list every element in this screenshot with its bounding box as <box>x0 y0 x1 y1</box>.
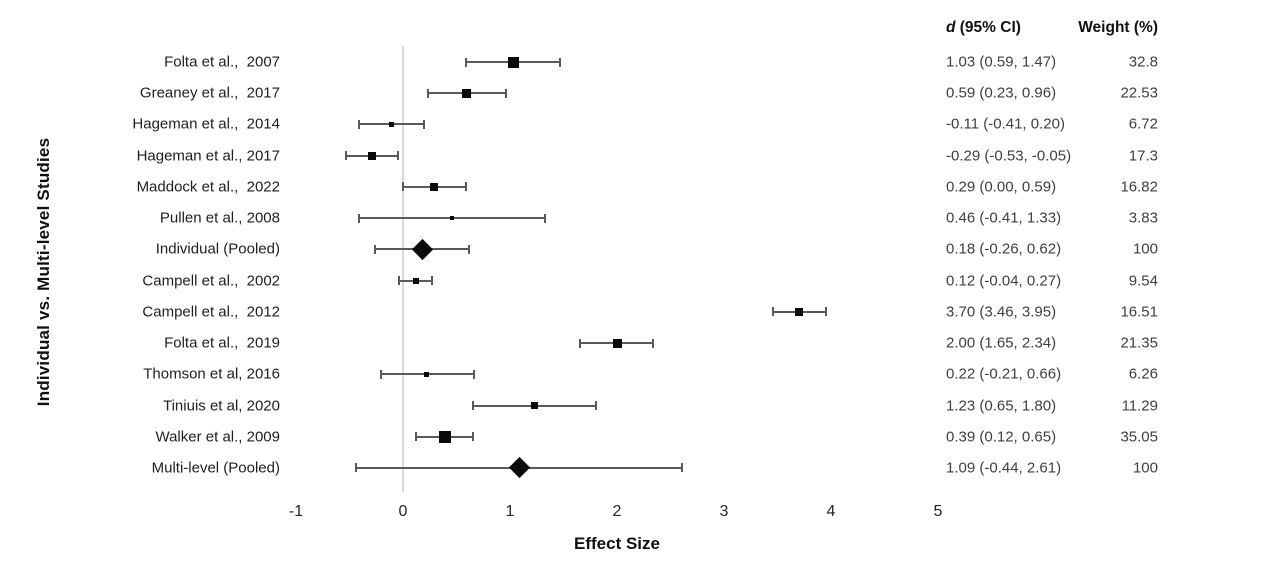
ci-cap-left <box>402 182 404 192</box>
effect-ci-value: 0.46 (-0.41, 1.33) <box>946 209 1062 227</box>
effect-size-marker <box>461 88 471 98</box>
x-axis-tick-label: -1 <box>288 503 304 520</box>
effect-size-marker <box>507 56 519 68</box>
study-label: Folta et al., 2007 <box>164 53 280 71</box>
effect-size-marker <box>612 338 622 348</box>
effect-ci-value: 0.39 (0.12, 0.65) <box>946 428 1057 446</box>
ci-cap-left <box>772 307 775 317</box>
study-label: Walker et al., 2009 <box>155 428 280 446</box>
ci-cap-left <box>374 244 377 254</box>
effect-ci-value: 1.09 (-0.44, 2.61) <box>946 459 1062 477</box>
weight-value: 17.3 <box>1128 147 1158 165</box>
weight-value: 35.05 <box>1120 428 1158 446</box>
weight-value: 6.72 <box>1128 115 1158 133</box>
ci-cap-left <box>471 401 474 411</box>
effect-header-rest: (95% CI) <box>955 19 1021 36</box>
ci-cap-left <box>426 88 429 98</box>
zero-reference-line <box>402 46 404 492</box>
ci-cap-right <box>472 369 475 379</box>
effect-ci-value: 3.70 (3.46, 3.95) <box>946 303 1057 321</box>
ci-cap-left <box>414 432 417 442</box>
pooled-diamond-marker <box>509 457 531 479</box>
ci-cap-left <box>358 213 361 223</box>
ci-cap-left <box>358 119 361 129</box>
ci-cap-left <box>345 151 348 161</box>
effect-ci-value: 1.03 (0.59, 1.47) <box>946 53 1057 71</box>
ci-cap-right <box>681 463 684 473</box>
ci-cap-left <box>578 338 581 348</box>
ci-cap-left <box>354 463 357 473</box>
effect-ci-value: 0.29 (0.00, 0.59) <box>946 178 1057 196</box>
weight-value: 3.83 <box>1128 209 1158 227</box>
weight-value: 22.53 <box>1120 84 1158 102</box>
weight-value: 100 <box>1132 459 1158 477</box>
x-axis-tick-label: 4 <box>826 503 836 520</box>
effect-size-marker <box>412 277 419 284</box>
ci-cap-left <box>379 369 382 379</box>
effect-size-marker <box>424 371 430 377</box>
ci-cap-right <box>504 88 507 98</box>
x-axis-tick-label: 3 <box>719 503 729 520</box>
x-axis-tick-label: 5 <box>933 503 943 520</box>
ci-cap-right <box>559 57 562 67</box>
effect-ci-value: 0.12 (-0.04, 0.27) <box>946 272 1062 290</box>
study-label: Hageman et al., 2014 <box>132 115 280 133</box>
study-label: Campell et al., 2002 <box>142 272 280 290</box>
weight-value: 16.82 <box>1120 178 1158 196</box>
weight-value: 11.29 <box>1121 397 1158 415</box>
pooled-diamond-marker <box>411 238 433 260</box>
ci-cap-right <box>471 432 474 442</box>
ci-cap-right <box>544 213 547 223</box>
study-label: Multi-level (Pooled) <box>151 459 280 477</box>
effect-size-marker <box>531 402 539 410</box>
ci-cap-right <box>396 151 399 161</box>
effect-ci-value: 0.59 (0.23, 0.96) <box>946 84 1057 102</box>
effect-size-marker <box>438 430 451 443</box>
study-label: Folta et al., 2019 <box>164 334 280 352</box>
study-label: Tiniuis et al, 2020 <box>162 397 280 415</box>
weight-value: 100 <box>1132 240 1158 258</box>
effect-size-marker <box>450 216 455 221</box>
study-label: Thomson et al, 2016 <box>143 365 280 383</box>
x-axis-tick-label: 0 <box>398 503 408 520</box>
ci-cap-right <box>423 119 426 129</box>
ci-cap-right <box>468 244 471 254</box>
ci-cap-right <box>652 338 655 348</box>
effect-size-marker <box>794 307 803 316</box>
study-label: Greaney et al., 2017 <box>139 84 280 102</box>
effect-size-marker <box>430 182 439 191</box>
weight-value: 32.8 <box>1128 53 1158 71</box>
effect-ci-value: 1.23 (0.65, 1.80) <box>946 397 1057 415</box>
effect-ci-value: -0.29 (-0.53, -0.05) <box>946 147 1072 165</box>
weight-column-header: Weight (%) <box>1078 19 1158 36</box>
study-label: Pullen et al., 2008 <box>159 209 280 227</box>
x-axis-title: Effect Size <box>574 534 660 553</box>
study-label: Campell et al., 2012 <box>142 303 280 321</box>
effect-symbol-d: d <box>946 19 956 36</box>
weight-value: 6.26 <box>1128 365 1158 383</box>
ci-cap-right <box>594 401 597 411</box>
effect-ci-value: -0.11 (-0.41, 0.20) <box>946 115 1065 133</box>
effect-ci-value: 0.22 (-0.21, 0.66) <box>946 365 1062 383</box>
effect-ci-value: 0.18 (-0.26, 0.62) <box>946 240 1062 258</box>
ci-cap-left <box>397 276 400 286</box>
study-label: Hageman et al., 2017 <box>136 147 280 165</box>
y-axis-group-label: Individual vs. Multi-level Studies <box>34 137 53 407</box>
effect-column-header: d (95% CI) <box>946 19 1021 37</box>
x-axis-tick-label: 2 <box>612 503 622 520</box>
effect-size-marker <box>388 121 394 127</box>
ci-cap-right <box>430 276 433 286</box>
effect-ci-value: 2.00 (1.65, 2.34) <box>946 334 1057 352</box>
ci-cap-right <box>824 307 827 317</box>
weight-value: 16.51 <box>1120 303 1158 321</box>
weight-value: 21.35 <box>1120 334 1158 352</box>
study-label: Maddock et al., 2022 <box>136 178 280 196</box>
ci-cap-right <box>465 182 468 192</box>
x-axis-tick-label: 1 <box>505 503 515 520</box>
study-label: Individual (Pooled) <box>155 240 280 258</box>
weight-value: 9.54 <box>1128 272 1158 290</box>
ci-cap-left <box>465 57 468 67</box>
effect-size-marker <box>367 151 376 160</box>
